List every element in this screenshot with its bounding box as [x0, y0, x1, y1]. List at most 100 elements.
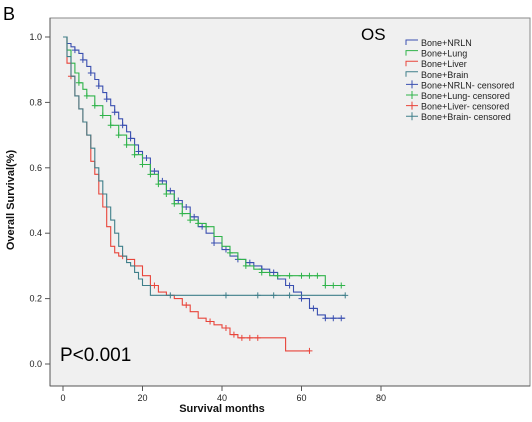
- censored-mark-bone-lung: [314, 272, 321, 279]
- censored-mark-bone-brain: [286, 292, 293, 299]
- censored-mark-bone-liver: [246, 334, 253, 341]
- censored-mark-bone-nrln: [151, 168, 158, 175]
- censored-mark-bone-lung: [330, 282, 337, 289]
- censored-mark-bone-lung: [242, 262, 249, 269]
- censored-mark-bone-nrln: [286, 282, 293, 289]
- censored-mark-bone-nrln: [191, 213, 198, 220]
- censored-mark-bone-lung: [226, 249, 233, 256]
- axes: 0 20 40 60 80 0.0 0.2 0.4 0.6 0.8 1.0: [29, 18, 530, 403]
- censored-mark-bone-nrln: [79, 56, 86, 63]
- p-value-annotation: P<0.001: [60, 345, 131, 366]
- censored-mark-bone-lung: [306, 272, 313, 279]
- legend-swatch: [406, 112, 418, 121]
- censored-mark-bone-lung: [179, 210, 186, 217]
- y-tick-label: 0.2: [29, 294, 42, 304]
- censored-mark-bone-nrln: [143, 154, 150, 161]
- censored-mark-bone-nrln: [119, 122, 126, 129]
- x-tick-label: 20: [137, 393, 147, 403]
- legend-entry: Bone+Liver: [421, 59, 467, 69]
- censored-mark-bone-nrln: [127, 135, 134, 142]
- censored-mark-bone-nrln: [135, 148, 142, 155]
- censored-mark-bone-lung: [131, 151, 138, 158]
- censored-mark-bone-nrln: [330, 315, 337, 322]
- legend-swatch: [405, 39, 418, 45]
- x-tick-label: 40: [217, 393, 227, 403]
- censored-mark-bone-brain: [222, 292, 229, 299]
- censored-mark-bone-liver: [222, 325, 229, 332]
- censored-mark-bone-lung: [338, 282, 345, 289]
- censored-mark-bone-lung: [203, 223, 210, 230]
- legend-entry: Bone+Lung: [421, 49, 467, 59]
- censored-mark-bone-nrln: [103, 96, 110, 103]
- censored-mark-bone-nrln: [183, 204, 190, 211]
- legend-entry: Bone+Brain- censored: [421, 112, 511, 122]
- x-axis-title: Survival months: [179, 403, 265, 415]
- censored-mark-bone-nrln: [111, 109, 118, 116]
- censored-mark-bone-brain: [167, 292, 174, 299]
- censored-mark-bone-nrln: [298, 295, 305, 302]
- legend-entry: Bone+NRLN- censored: [421, 80, 514, 90]
- x-tick-label: 0: [60, 393, 65, 403]
- y-axis-title: Overall Survival(%): [5, 150, 17, 251]
- y-tick-label: 1.0: [29, 32, 42, 42]
- censored-mark-bone-lung: [163, 190, 170, 197]
- y-tick-label: 0.4: [29, 228, 42, 238]
- x-tick-label: 60: [296, 393, 306, 403]
- panel-letter: B: [3, 4, 15, 24]
- legend-entry: Bone+Liver- censored: [421, 102, 509, 112]
- censored-mark-bone-lung: [187, 217, 194, 224]
- censored-mark-bone-liver: [238, 334, 245, 341]
- series-line-bone-brain: [63, 36, 346, 296]
- censored-mark-bone-nrln: [159, 177, 166, 184]
- legend-swatch: [405, 71, 418, 77]
- censored-mark-bone-nrln: [71, 47, 78, 54]
- censored-mark-bone-lung: [258, 269, 265, 276]
- censored-mark-bone-nrln: [211, 240, 218, 247]
- plot-area: [49, 17, 531, 387]
- censored-mark-bone-liver: [306, 347, 313, 354]
- censored-mark-bone-nrln: [246, 259, 253, 266]
- censored-mark-bone-liver: [230, 331, 237, 338]
- censored-mark-bone-lung: [99, 112, 106, 119]
- censored-mark-bone-lung: [195, 220, 202, 227]
- y-tick-label: 0.8: [29, 97, 42, 107]
- legend-swatch: [406, 91, 418, 99]
- legend-swatch: [405, 50, 418, 56]
- censored-mark-bone-nrln: [175, 197, 182, 204]
- censored-mark-bone-lung: [298, 272, 305, 279]
- censored-mark-bone-nrln: [222, 246, 229, 253]
- censored-mark-bone-lung: [171, 200, 178, 207]
- legend-swatch: [406, 80, 418, 89]
- censored-mark-bone-lung: [274, 272, 281, 279]
- censored-mark-bone-liver: [254, 334, 261, 341]
- legend-entry: Bone+Brain: [421, 70, 468, 80]
- censored-mark-bone-lung: [91, 102, 98, 109]
- legend-swatch: [405, 60, 418, 67]
- censored-mark-bone-lung: [286, 272, 293, 279]
- censored-mark-bone-liver: [183, 302, 190, 309]
- censored-mark-bone-lung: [75, 79, 82, 86]
- censored-mark-bone-lung: [147, 171, 154, 178]
- censored-mark-bone-nrln: [95, 83, 102, 90]
- censored-mark-bone-nrln: [167, 187, 174, 194]
- censored-mark-bone-nrln: [310, 305, 317, 312]
- censored-mark-bone-lung: [123, 141, 130, 148]
- chart-title: OS: [361, 25, 386, 44]
- y-tick-label: 0.0: [29, 359, 42, 369]
- censored-mark-bone-lung: [139, 161, 146, 168]
- censored-mark-bone-liver: [151, 282, 158, 289]
- censored-mark-bone-brain: [270, 292, 277, 299]
- censored-mark-bone-lung: [107, 122, 114, 129]
- censored-mark-bone-lung: [322, 282, 329, 289]
- censored-mark-bone-brain: [254, 292, 261, 299]
- x-tick-label: 80: [376, 393, 386, 403]
- legend-entry: Bone+Lung- censored: [421, 91, 510, 101]
- censored-mark-bone-lung: [83, 92, 90, 99]
- legend-swatch: [406, 101, 418, 110]
- censored-mark-bone-liver: [207, 318, 214, 325]
- y-tick-label: 0.6: [29, 163, 42, 173]
- legend: Bone+NRLNBone+LungBone+LiverBone+BrainBo…: [405, 38, 514, 122]
- censored-mark-bone-brain: [342, 292, 349, 299]
- censored-mark-bone-nrln: [270, 269, 277, 276]
